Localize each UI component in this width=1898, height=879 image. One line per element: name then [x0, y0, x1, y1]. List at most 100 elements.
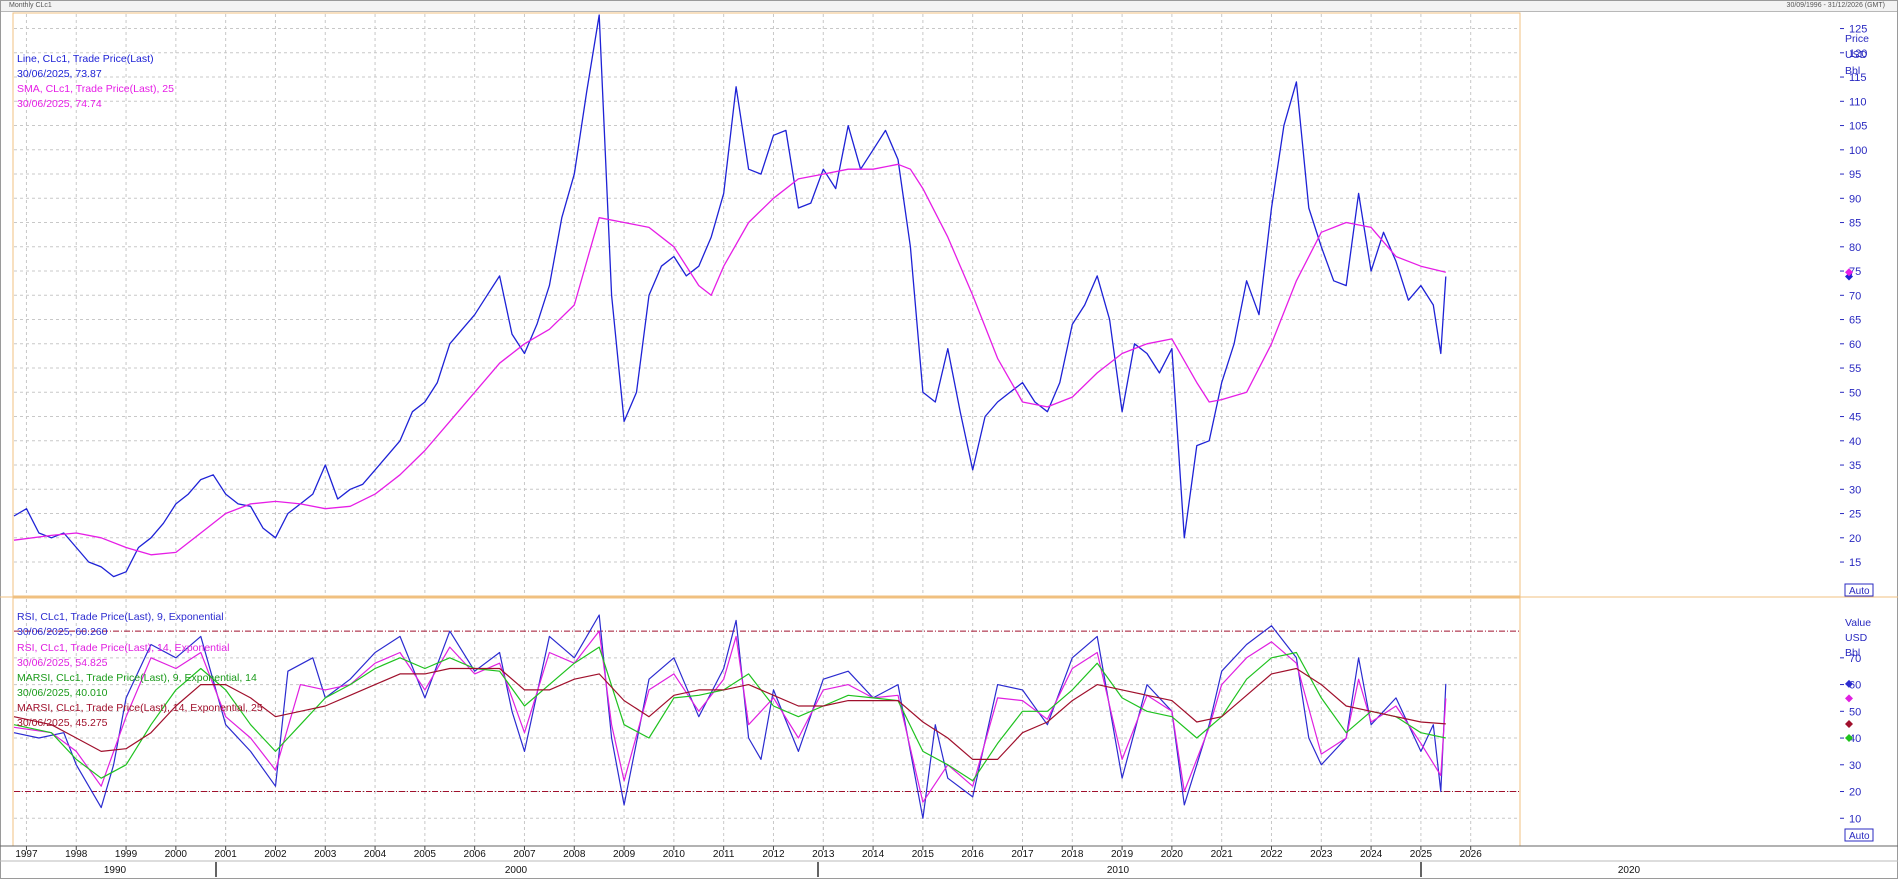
indicator-tick-label: 10 [1849, 813, 1861, 825]
price-tick-label: 65 [1849, 315, 1861, 327]
price-tick-label: 40 [1849, 436, 1861, 448]
indicator-auto-label: Auto [1849, 831, 1870, 842]
price-tick-label: 45 [1849, 412, 1861, 424]
indicator-tick-label: 20 [1849, 787, 1861, 799]
year-tick-label: 2010 [663, 849, 686, 860]
indicator-tick-label: 30 [1849, 760, 1861, 772]
price-tick-label: 90 [1849, 193, 1861, 205]
indicator-tick-label: 40 [1849, 733, 1861, 745]
year-tick-label: 2020 [1161, 849, 1184, 860]
price-tick-label: 55 [1849, 363, 1861, 375]
indicator-tick-label: 50 [1849, 706, 1861, 718]
legend-sma-value: 30/06/2025, 74.74 [17, 98, 102, 110]
year-tick-label: 2026 [1460, 849, 1483, 860]
year-tick-label: 2014 [862, 849, 885, 860]
price-tick-label: 30 [1849, 484, 1861, 496]
year-tick-label: 2011 [713, 849, 735, 860]
year-tick-label: 2008 [563, 849, 586, 860]
price-last-marker [1845, 272, 1853, 281]
legend-rsi9-label: RSI, CLc1, Trade Price(Last), 9, Exponen… [17, 611, 224, 623]
price-y-axis[interactable]: 15 20 25 30 35 40 45 50 55 60 65 70 75 80 85 90 95 100 105… [1840, 24, 1867, 570]
sma-series [13, 163, 1446, 556]
time-x-axis[interactable]: 1997 1998 1999 2000 2001 2002 2003 2004 2005 2006… [0, 845, 1898, 877]
year-tick-label: 1997 [15, 849, 38, 860]
year-tick-label: 2012 [762, 849, 785, 860]
legend-marsi9-value: 30/06/2025, 40.010 [17, 687, 108, 699]
price-series-group [13, 14, 1447, 578]
price-tick-label: 110 [1849, 96, 1867, 108]
rsi14-series [13, 630, 1447, 803]
price-tick-label: 70 [1849, 290, 1861, 302]
price-axis-title-3: Bbl [1845, 65, 1860, 77]
price-auto-button[interactable]: Auto [1844, 583, 1874, 597]
legend-rsi9-value: 30/06/2025, 60.260 [17, 626, 108, 638]
price-tick-label: 15 [1849, 557, 1861, 569]
year-tick-label: 2002 [264, 849, 287, 860]
decade-label: 1990 [104, 865, 127, 876]
decade-label: 2000 [505, 865, 528, 876]
indicator-y-axis[interactable]: 10 20 30 40 50 60 70 [1840, 653, 1861, 825]
rsi9-series-last-marker [1845, 679, 1853, 688]
indicator-axis-title-1: Value [1845, 617, 1871, 629]
indicator-legend: RSI, CLc1, Trade Price(Last), 9, Exponen… [17, 611, 263, 729]
year-tick-label: 2015 [912, 849, 935, 860]
indicator-tick-label: 60 [1849, 680, 1861, 692]
date-range-label: 30/09/1996 - 31/12/2026 (GMT) [1786, 2, 1885, 9]
year-tick-label: 2023 [1310, 849, 1333, 860]
chart-title: Monthly CLc1 [9, 2, 52, 9]
marsi14-series [13, 667, 1446, 760]
year-tick-label: 2019 [1111, 849, 1134, 860]
year-tick-label: 2000 [165, 849, 188, 860]
indicator-auto-button[interactable]: Auto [1844, 828, 1874, 842]
price-tick-label: 20 [1849, 533, 1861, 545]
year-tick-label: 2006 [464, 849, 487, 860]
decade-label: 2020 [1618, 865, 1641, 876]
year-tick-label: 2009 [613, 849, 636, 860]
year-tick-label: 2005 [414, 849, 437, 860]
legend-rsi14-label: RSI, CLc1, Trade Price(Last), 14, Expone… [17, 642, 229, 654]
rsi14-series-last-marker [1845, 694, 1853, 703]
price-tick-label: 85 [1849, 218, 1861, 230]
price-panel-frame [12, 12, 1521, 597]
last-value-markers [1845, 268, 1853, 743]
marsi14-series-last-marker [1845, 719, 1853, 728]
rsi9-series [13, 614, 1447, 819]
marsi9-series [13, 646, 1446, 782]
year-tick-label: 2025 [1410, 849, 1433, 860]
year-tick-label: 2022 [1260, 849, 1283, 860]
legend-sma-label: SMA, CLc1, Trade Price(Last), 25 [17, 83, 174, 95]
legend-marsi9-label: MARSI, CLc1, Trade Price(Last), 9, Expon… [17, 672, 257, 684]
price-tick-label: 25 [1849, 509, 1861, 521]
indicator-series-group [13, 614, 1447, 819]
price-tick-label: 50 [1849, 387, 1861, 399]
year-tick-label: 1999 [115, 849, 138, 860]
price-tick-label: 105 [1849, 121, 1867, 133]
price-axis-title-2: USD [1845, 49, 1868, 61]
indicator-axis-title-3: Bbl [1845, 647, 1860, 659]
legend-marsi14-value: 30/06/2025, 45.275 [17, 717, 108, 729]
legend-line-value: 30/06/2025, 73.87 [17, 68, 102, 80]
price-tick-label: 80 [1849, 242, 1861, 254]
price-tick-label: 115 [1849, 72, 1867, 84]
sma-last-marker [1845, 268, 1853, 277]
price-tick-label: 100 [1849, 145, 1867, 157]
price-axis-title: Price USD Bbl [1845, 33, 1869, 77]
price-grid [14, 14, 1520, 596]
price-tick-label: 35 [1849, 460, 1861, 472]
year-tick-label: 2018 [1061, 849, 1084, 860]
marsi9-series-last-marker [1845, 734, 1853, 743]
legend-marsi14-label: MARSI, CLc1, Trade Price(Last), 14, Expo… [17, 702, 263, 714]
year-tick-label: 2017 [1011, 849, 1034, 860]
decade-label: 2010 [1107, 865, 1130, 876]
legend-line-label: Line, CLc1, Trade Price(Last) [17, 53, 154, 65]
year-tick-label: 2021 [1211, 849, 1234, 860]
year-tick-label: 2024 [1360, 849, 1383, 860]
price-tick-label: 120 [1849, 48, 1867, 60]
indicator-grid [14, 599, 1520, 845]
indicator-axis-title-2: USD [1845, 632, 1868, 644]
price-tick-label: 125 [1849, 24, 1867, 36]
rsi-reference-lines [14, 630, 1520, 793]
price-tick-label: 75 [1849, 266, 1861, 278]
year-tick-label: 2007 [513, 849, 536, 860]
